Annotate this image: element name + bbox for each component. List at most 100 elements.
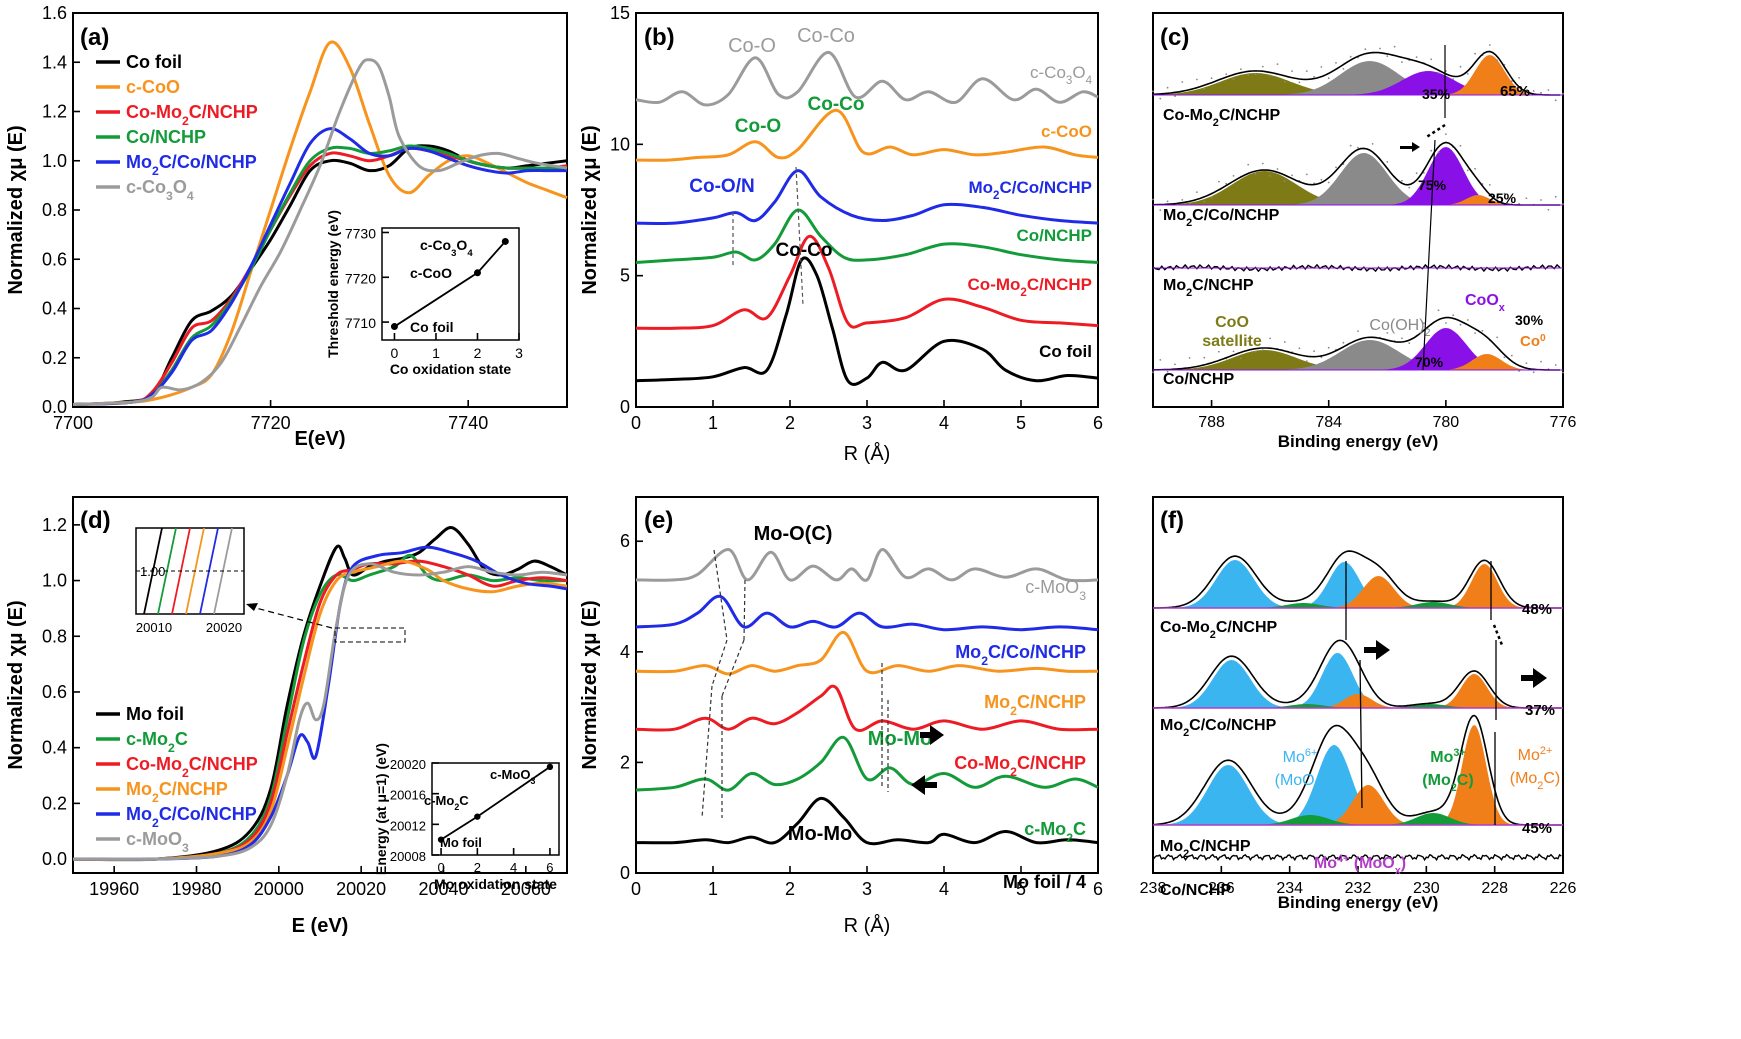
xps-peak bbox=[1153, 564, 1562, 608]
plot-frame bbox=[72, 12, 568, 408]
xps-data-point bbox=[1305, 173, 1308, 176]
sample-label: Co-Mo2C/NCHP bbox=[1163, 107, 1280, 129]
series-line bbox=[635, 50, 1099, 107]
xps-peak bbox=[1153, 674, 1562, 708]
xps-data-point bbox=[1423, 172, 1425, 174]
xps-data-point bbox=[1481, 329, 1484, 332]
xps-peak bbox=[1153, 602, 1562, 608]
y-tick-label: 0.4 bbox=[42, 738, 67, 758]
annot: CoOx bbox=[1465, 292, 1505, 314]
xps-data-point bbox=[1225, 73, 1228, 75]
xps-data-point bbox=[1554, 99, 1557, 102]
xps-data-point bbox=[1240, 357, 1242, 360]
inset-point bbox=[473, 269, 481, 277]
xps-peak bbox=[1153, 55, 1561, 95]
xps-data-point bbox=[1218, 350, 1220, 353]
annot: Mo6+ bbox=[1283, 747, 1318, 766]
xps-data-point bbox=[1232, 350, 1235, 353]
y-tick-label: 4 bbox=[620, 642, 630, 662]
xps-data-point bbox=[1218, 81, 1220, 84]
xps-peak bbox=[1153, 660, 1562, 708]
xps-data-point bbox=[1196, 78, 1198, 81]
xps-peak bbox=[1153, 576, 1562, 608]
xps-data-point bbox=[1232, 78, 1235, 80]
xps-data-point bbox=[1415, 172, 1418, 175]
x-tick-label: 0 bbox=[631, 879, 641, 899]
x-axis-title: R (Å) bbox=[844, 914, 891, 937]
xps-data-point bbox=[1445, 133, 1447, 136]
xps-data-point bbox=[1269, 175, 1271, 177]
xps-data-point bbox=[1298, 81, 1301, 84]
xps-peak bbox=[1153, 813, 1562, 825]
xps-data-point bbox=[1269, 74, 1271, 77]
legend-label: Co-Mo2C/NCHP bbox=[126, 754, 258, 780]
xps-data-point bbox=[1437, 151, 1440, 154]
xps-peak bbox=[1153, 71, 1561, 95]
xps-data-point bbox=[1335, 62, 1337, 64]
xps-data-point bbox=[1203, 200, 1206, 203]
inset-point-label: c-MoO3 bbox=[490, 767, 535, 786]
xps-peak bbox=[1153, 171, 1561, 205]
x-tick-label: 0 bbox=[437, 860, 444, 875]
x-tick-label: 3 bbox=[862, 879, 872, 899]
xps-data-point bbox=[1283, 180, 1286, 183]
x-tick-label: 20020 bbox=[336, 879, 386, 899]
y-tick-label: 1.2 bbox=[42, 102, 67, 122]
zoom-region bbox=[334, 627, 406, 643]
annot: satellite bbox=[1202, 333, 1262, 350]
guide bbox=[701, 685, 713, 819]
xps-data-point bbox=[1488, 184, 1491, 186]
xps-data-point bbox=[1408, 186, 1411, 189]
annot: Mo2+ bbox=[1518, 745, 1553, 764]
annot: (Mo2C) bbox=[1422, 772, 1473, 794]
xps-data-point bbox=[1540, 199, 1542, 201]
inset-y-title: Threshold energy (eV) bbox=[325, 210, 341, 358]
annot: CoO bbox=[1215, 314, 1249, 331]
guide bbox=[713, 549, 728, 641]
x-tick-label: 788 bbox=[1198, 414, 1225, 431]
panel-label: (e) bbox=[644, 507, 673, 534]
legend-label: Mo foil bbox=[126, 704, 184, 724]
shift-arrow bbox=[920, 725, 944, 745]
xps-data-point bbox=[1313, 350, 1315, 353]
xps-data-point bbox=[1466, 319, 1469, 321]
shift-dash bbox=[1424, 123, 1446, 140]
xps-data-point bbox=[1159, 359, 1162, 361]
legend-label: Mo2C/Co/NCHP bbox=[126, 152, 257, 178]
x-tick-label: 19960 bbox=[89, 879, 139, 899]
x-axis-title: Binding energy (eV) bbox=[1278, 893, 1439, 912]
plot-frame bbox=[72, 496, 568, 874]
x-tick-label: 776 bbox=[1550, 414, 1577, 431]
x-tick-label: 6 bbox=[1093, 413, 1103, 433]
inset-frame bbox=[431, 762, 560, 856]
series-line bbox=[635, 108, 1099, 162]
xps-data-point bbox=[1203, 356, 1206, 359]
series-line bbox=[72, 58, 568, 406]
annot: Mo-Mo bbox=[868, 728, 932, 750]
y-tick-label: 0.4 bbox=[42, 299, 67, 319]
x-axis-title: E(eV) bbox=[294, 428, 345, 450]
legend-label: Co/NCHP bbox=[126, 127, 206, 147]
xps-data-point bbox=[1261, 162, 1264, 165]
xps-data-point bbox=[1496, 59, 1498, 62]
xps-data-point bbox=[1466, 73, 1469, 75]
xps-data-point bbox=[1445, 322, 1447, 324]
y-axis-title: Normalized χμ (E) bbox=[579, 125, 601, 294]
series-line bbox=[635, 234, 1099, 330]
zoom-connector bbox=[251, 606, 333, 629]
legend-label: Mo2C/NCHP bbox=[126, 779, 228, 805]
x-tick-label: 238 bbox=[1140, 880, 1167, 897]
annot: (Mo2C) bbox=[1510, 770, 1561, 792]
xps-data-point bbox=[1327, 181, 1330, 184]
legend-label: Co-Mo2C/NCHP bbox=[126, 102, 258, 128]
shift-arrow bbox=[1521, 668, 1547, 688]
zoom-xtick: 20020 bbox=[206, 620, 242, 635]
xps-data-point bbox=[1240, 68, 1242, 70]
xps-data-point bbox=[1415, 56, 1418, 58]
legend-label: Mo2C/Co/NCHP bbox=[126, 804, 257, 830]
xps-data-point bbox=[1371, 327, 1374, 330]
y-tick-label: 1.4 bbox=[42, 52, 67, 72]
annot: 48% bbox=[1522, 601, 1552, 618]
xps-data-point bbox=[1371, 143, 1374, 145]
xps-data-point bbox=[1357, 146, 1359, 149]
